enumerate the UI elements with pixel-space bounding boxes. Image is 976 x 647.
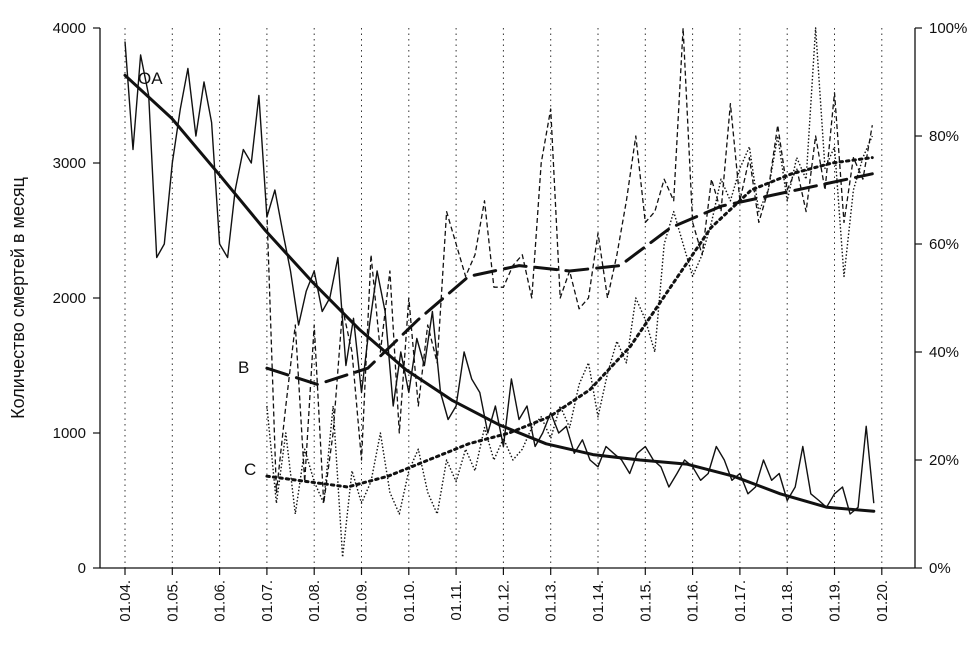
series-line-b bbox=[266, 27, 873, 504]
y2-tick-label: 100% bbox=[929, 20, 967, 37]
x-tick-label: 01.17. bbox=[732, 580, 749, 622]
right-y-ticks: 0% 20% 40% 60% 80% 100% bbox=[915, 20, 967, 577]
y2-tick-label: 60% bbox=[929, 236, 959, 253]
x-tick-label: 01.15. bbox=[637, 580, 654, 622]
y2-tick-label: 40% bbox=[929, 344, 959, 361]
x-tick-label: 01.12. bbox=[495, 580, 512, 622]
x-tick-label: 01.06. bbox=[212, 580, 229, 622]
x-tick-label: 01.16. bbox=[685, 580, 702, 622]
y-tick-label: 3000 bbox=[53, 155, 86, 172]
trend-line-b bbox=[265, 172, 874, 386]
left-y-ticks: 0 1000 2000 3000 4000 bbox=[53, 20, 100, 577]
vertical-grid bbox=[124, 28, 883, 568]
x-tick-label: 01.08. bbox=[306, 580, 323, 622]
axes bbox=[99, 28, 916, 569]
trend-lines bbox=[123, 73, 876, 513]
x-tick-label: 01.07. bbox=[259, 580, 276, 622]
y-tick-label: 2000 bbox=[53, 290, 86, 307]
series-tags: OA B C bbox=[138, 69, 256, 479]
x-tick-label: 01.19. bbox=[827, 580, 844, 622]
y2-tick-label: 0% bbox=[929, 560, 951, 577]
y-tick-label: 4000 bbox=[53, 20, 86, 37]
series-tag-c: C bbox=[244, 460, 256, 479]
series-tag-b: B bbox=[238, 358, 249, 377]
y-axis-title: Количество смертей в месяц bbox=[8, 177, 28, 419]
x-tick-label: 01.05. bbox=[164, 580, 181, 622]
y2-tick-label: 20% bbox=[929, 452, 959, 469]
x-tick-label: 01.14. bbox=[590, 580, 607, 622]
x-ticks: 01.04. 01.05. 01.06. 01.07. 01.08. 01.09. 01.1… bbox=[117, 568, 891, 622]
x-tick-label: 01.04. bbox=[117, 580, 134, 622]
y-tick-label: 0 bbox=[78, 560, 86, 577]
x-tick-label: 01.10. bbox=[401, 580, 418, 622]
x-tick-label: 01.20. bbox=[874, 580, 891, 622]
series-lines bbox=[124, 27, 875, 558]
y2-tick-label: 80% bbox=[929, 128, 959, 145]
series-line-c bbox=[266, 27, 873, 558]
x-tick-label: 01.11. bbox=[448, 580, 465, 621]
x-tick-label: 01.13. bbox=[543, 580, 560, 622]
trend-line-oa bbox=[123, 73, 876, 513]
y-tick-label: 1000 bbox=[53, 425, 86, 442]
series-tag-oa: OA bbox=[138, 69, 163, 88]
trend-line-c bbox=[265, 156, 874, 489]
x-tick-label: 01.09. bbox=[354, 580, 371, 622]
series-line-oa bbox=[124, 41, 875, 515]
x-tick-label: 01.18. bbox=[779, 580, 796, 622]
